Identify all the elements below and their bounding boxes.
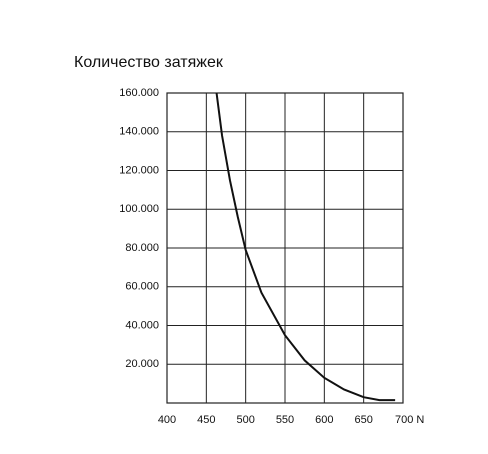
y-tick-label: 120.000 (119, 164, 159, 176)
x-tick-label: 500 (236, 414, 254, 426)
y-tick-label: 40.000 (125, 319, 159, 331)
x-tick-label: 700 N (395, 414, 424, 426)
x-tick-label: 650 (354, 414, 372, 426)
chart-title: Количество затяжек (74, 54, 224, 71)
y-tick-label: 80.000 (125, 242, 159, 254)
y-tick-label: 20.000 (125, 358, 159, 370)
y-tick-label: 160.000 (119, 87, 159, 99)
x-tick-label: 550 (276, 414, 294, 426)
y-tick-label: 60.000 (125, 281, 159, 293)
x-tick-label: 600 (315, 414, 333, 426)
x-tick-label: 400 (158, 414, 176, 426)
data-line (215, 92, 396, 402)
y-tick-label: 100.000 (119, 203, 159, 215)
x-tick-label: 450 (197, 414, 215, 426)
y-tick-label: 140.000 (119, 126, 159, 138)
